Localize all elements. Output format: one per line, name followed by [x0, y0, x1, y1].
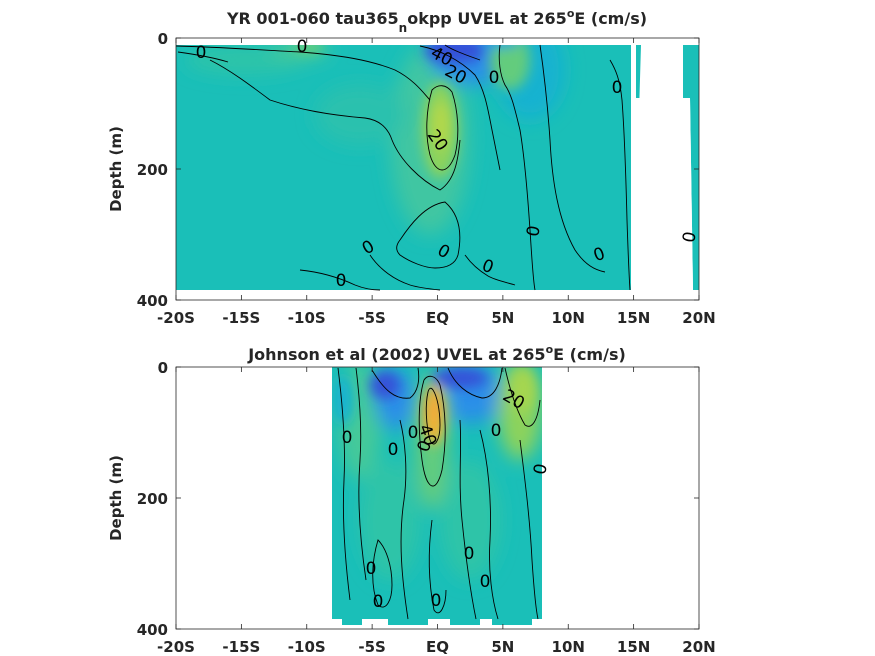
x-tick-label: -10S [288, 309, 326, 327]
x-tick-label: -15S [222, 638, 260, 656]
x-tick-label: 10N [552, 638, 585, 656]
x-tick-label: -15S [222, 309, 260, 327]
x-tick-label: -10S [288, 638, 326, 656]
y-axis-model: 0 200 400 [137, 30, 699, 310]
contour-label: 0 [336, 271, 347, 291]
contour-lines-model [176, 44, 631, 291]
contour-fill-observations [176, 367, 699, 629]
contour-label: 0 [196, 43, 207, 63]
contour-label: 0 [679, 230, 701, 244]
contour-label: 0 [373, 592, 384, 612]
x-tick-label: -20S [157, 309, 195, 327]
y-tick-label: 400 [137, 292, 168, 310]
y-axis-observations: 0 200 400 [137, 359, 699, 639]
contour-label: 0 [388, 440, 399, 460]
contour-label: 0 [342, 428, 353, 448]
y-axis-label-observations: Depth (m) [107, 455, 125, 541]
contour-fill-model [176, 38, 699, 300]
panel-model: YR 001-060 tau365nokpp UVEL at 265oE (cm… [107, 7, 716, 327]
x-tick-label: 15N [617, 638, 650, 656]
contour-label: 0 [489, 68, 500, 88]
x-axis-model: -20S -15S -10S -5S EQ 5N 10N 15N 20N [157, 38, 716, 327]
contour-label: 0 [523, 224, 545, 238]
x-tick-label: -5S [358, 309, 385, 327]
x-tick-label: 10N [552, 309, 585, 327]
title-observations: Johnson et al (2002) UVEL at 265oE (cm/s… [247, 343, 626, 364]
contour-label: 0 [530, 462, 552, 476]
y-tick-label: 200 [137, 490, 168, 508]
x-tick-label: 15N [617, 309, 650, 327]
x-tick-label: 5N [491, 309, 514, 327]
x-tick-label: EQ [426, 638, 449, 656]
x-tick-label: -5S [358, 638, 385, 656]
contour-label: 0 [408, 423, 419, 443]
y-tick-label: 200 [137, 161, 168, 179]
panel-observations: Johnson et al (2002) UVEL at 265oE (cm/s… [107, 343, 716, 656]
title-model: YR 001-060 tau365nokpp UVEL at 265oE (cm… [226, 7, 647, 35]
contour-label: 0 [491, 421, 502, 441]
x-tick-label: -20S [157, 638, 195, 656]
x-tick-label: EQ [426, 309, 449, 327]
contour-label: 0 [431, 591, 442, 611]
x-axis-observations: -20S -15S -10S -5S EQ 5N 10N 15N 20N [157, 367, 716, 656]
x-tick-label: 20N [682, 638, 715, 656]
y-axis-label-model: Depth (m) [107, 126, 125, 212]
contour-label: 0 [297, 37, 308, 57]
contour-label: 0 [480, 572, 491, 592]
contour-label: 0 [464, 544, 475, 564]
x-tick-label: 20N [682, 309, 715, 327]
x-tick-label: 5N [491, 638, 514, 656]
y-tick-label: 400 [137, 621, 168, 639]
y-tick-label: 0 [158, 30, 168, 48]
contour-label: 0 [366, 559, 377, 579]
contour-label: 0 [612, 78, 623, 98]
y-tick-label: 0 [158, 359, 168, 377]
contour-lines-observations [337, 367, 541, 620]
